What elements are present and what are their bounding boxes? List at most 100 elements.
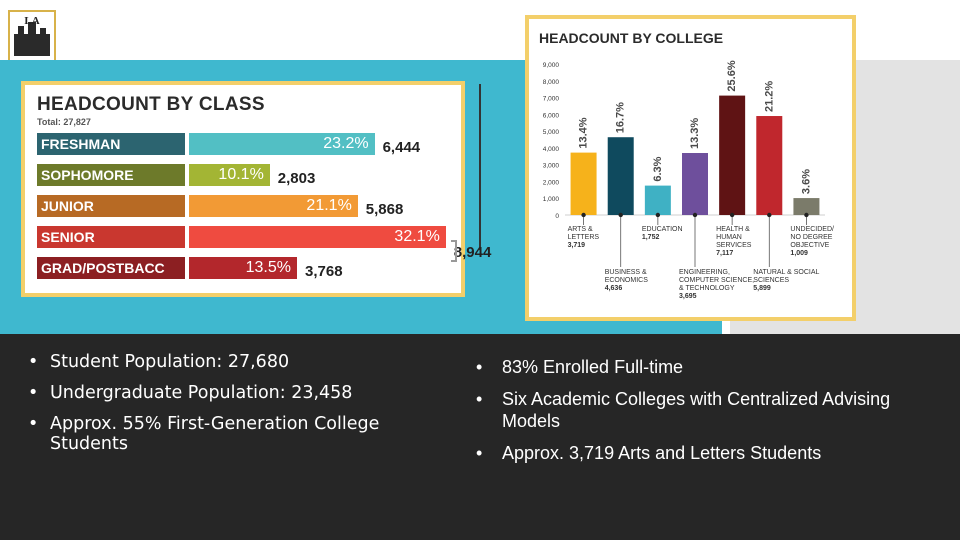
class-row-count: 5,868: [365, 201, 404, 218]
college-count-label: 5,899: [753, 285, 771, 292]
bullet-item: • Undergraduate Population: 23,458: [26, 383, 446, 403]
bullet-icon: •: [476, 357, 483, 377]
y-tick-label: 3,000: [543, 163, 560, 170]
class-row-label: SOPHOMORE: [37, 164, 185, 186]
college-tick-dot-icon: [804, 212, 809, 218]
class-row-bar: 10.1%: [189, 164, 270, 186]
college-category-label: NO DEGREE: [790, 234, 832, 241]
class-row-count: 8,944: [453, 244, 492, 261]
class-row-bar: 32.1%: [189, 226, 446, 248]
bullet-item: • 83% Enrolled Full-time: [474, 356, 894, 378]
college-count-label: 1,009: [790, 250, 808, 257]
bullet-item: • Approx. 55% First-Generation College St…: [26, 414, 446, 454]
y-tick-label: 8,000: [543, 79, 560, 86]
class-row-bar: 23.2%: [189, 133, 375, 155]
college-bar: [793, 198, 820, 215]
college-category-label: BUSINESS &: [605, 269, 647, 276]
university-logo: LA: [6, 8, 58, 64]
bullet-icon: •: [476, 443, 483, 463]
college-bar: [756, 116, 783, 215]
college-tick-dot-icon: [581, 212, 586, 218]
y-tick-label: 4,000: [543, 146, 560, 153]
class-row-label: FRESHMAN: [37, 133, 185, 155]
college-bar-chart: HEADCOUNT BY COLLEGE 0 1,000 2,000 3,000 4,00…: [539, 30, 834, 300]
class-row-label: GRAD/POSTBACC: [37, 257, 185, 279]
college-percent-label: 21.2%: [763, 81, 775, 112]
headcount-by-college-card: HEADCOUNT BY COLLEGE 0 1,000 2,000 3,000 4,00…: [525, 15, 856, 321]
bullet-item: • Approx. 3,719 Arts and Letters Students: [474, 442, 894, 464]
college-tick-dot-icon: [767, 212, 772, 218]
bullet-list-right: • 83% Enrolled Full-time • Six Academic Co…: [474, 356, 894, 474]
college-category-label: EDUCATION: [642, 226, 683, 233]
divider-line: [479, 84, 481, 250]
college-category-label: COMPUTER SCIENCE,: [679, 277, 754, 284]
college-category-label: ENGINEERING,: [679, 269, 730, 276]
college-category-label: UNDECIDED/: [790, 226, 834, 233]
college-bar: [644, 185, 671, 215]
college-bar: [682, 153, 708, 215]
college-count-label: 3,695: [679, 293, 697, 300]
college-percent-label: 16.7%: [615, 102, 627, 133]
headcount-by-class-card: HEADCOUNT BY CLASS Total: 27,827 FRESHMA…: [21, 81, 491, 297]
y-tick-label: 5,000: [543, 129, 560, 136]
college-tick-dot-icon: [655, 212, 661, 218]
class-row-bar: 13.5%: [189, 257, 297, 279]
college-percent-label: 25.6%: [726, 60, 738, 91]
bullet-text: 83% Enrolled Full-time: [502, 357, 684, 377]
class-row-label: SENIOR: [37, 226, 185, 248]
y-tick-label: 0: [555, 213, 559, 220]
college-bar: [570, 152, 597, 215]
college-category-label: OBJECTIVE: [790, 242, 829, 249]
college-category-label: ARTS &: [568, 226, 593, 233]
college-tick-dot-icon: [618, 212, 623, 218]
college-percent-label: 13.4%: [578, 117, 590, 148]
college-tick-dot-icon: [729, 212, 735, 218]
class-row-count: 6,444: [382, 139, 421, 156]
college-category-label: HEALTH &: [716, 226, 750, 233]
bottom-panel: [0, 334, 960, 540]
college-tick-dot-icon: [692, 212, 698, 218]
bullet-text: Six Academic Colleges with Centralized A…: [502, 389, 891, 431]
class-chart-total: Total: 27,827: [37, 117, 91, 127]
bullet-text: Approx. 55% First-Generation College Stu…: [50, 414, 380, 454]
college-category-label: SCIENCES: [753, 277, 789, 284]
bullet-icon: •: [28, 414, 39, 434]
bullet-text: Student Population: 27,680: [50, 352, 290, 372]
cal-state-la-seal-icon: LA: [8, 10, 56, 62]
bullet-icon: •: [28, 352, 39, 372]
bullet-item: • Student Population: 27,680: [26, 352, 446, 372]
college-category-label: LETTERS: [568, 234, 600, 241]
college-count-label: 1,752: [642, 234, 660, 241]
college-category-label: NATURAL & SOCIAL: [753, 269, 819, 276]
college-bar: [719, 95, 746, 215]
y-tick-label: 1,000: [543, 196, 560, 203]
college-category-label: SERVICES: [716, 242, 752, 249]
college-chart-title: HEADCOUNT BY COLLEGE: [539, 30, 723, 46]
senior-bracket-icon: [451, 240, 457, 262]
college-bar: [607, 137, 634, 215]
college-count-label: 7,117: [716, 250, 733, 257]
college-count-label: 4,636: [605, 285, 623, 292]
college-category-label: HUMAN: [716, 234, 742, 241]
y-tick-label: 7,000: [543, 96, 560, 103]
college-count-label: 3,719: [568, 242, 586, 249]
logo-text: LA: [24, 15, 39, 27]
class-row-bar: 21.1%: [189, 195, 358, 217]
bullet-list-left: • Student Population: 27,680 • Undergradua…: [26, 352, 446, 465]
bullet-item: • Six Academic Colleges with Centralized …: [474, 388, 894, 432]
college-percent-label: 6.3%: [652, 156, 664, 181]
bullet-icon: •: [476, 389, 483, 409]
bullet-text: Undergraduate Population: 23,458: [50, 383, 353, 403]
bullet-icon: •: [28, 383, 39, 403]
class-row-count: 3,768: [305, 263, 343, 280]
class-chart-title: HEADCOUNT BY CLASS: [37, 94, 265, 115]
class-row-count: 2,803: [277, 170, 316, 187]
college-percent-label: 13.3%: [689, 118, 701, 149]
y-tick-label: 9,000: [543, 62, 560, 69]
y-tick-label: 6,000: [543, 112, 560, 119]
bullet-text: Approx. 3,719 Arts and Letters Students: [502, 443, 822, 463]
college-category-label: ECONOMICS: [605, 277, 649, 284]
y-tick-label: 2,000: [543, 179, 560, 186]
college-percent-label: 3.6%: [800, 169, 812, 194]
college-category-label: & TECHNOLOGY: [679, 285, 735, 292]
